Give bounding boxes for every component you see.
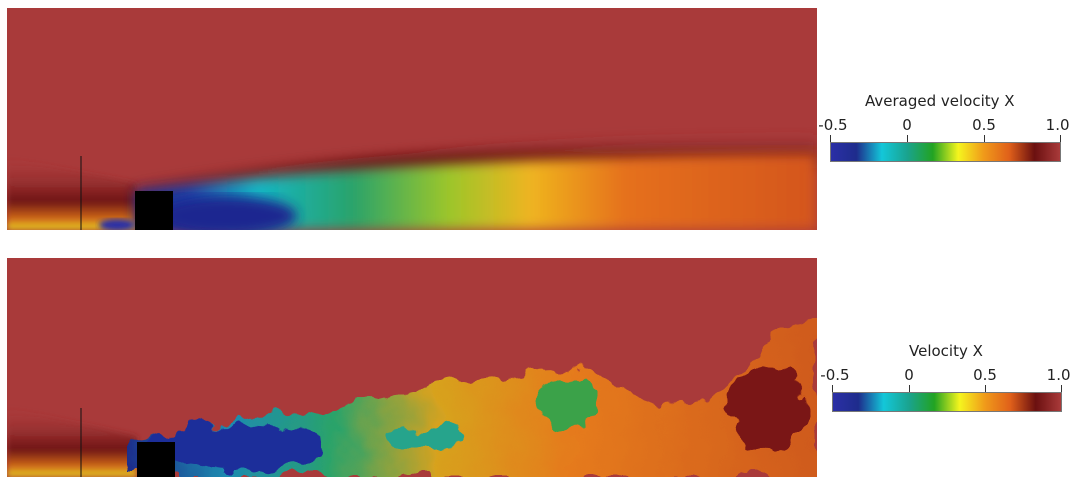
colorbar-tick-label: -0.5	[818, 116, 848, 134]
colorbar-tick	[1060, 135, 1061, 142]
colorbar-tick-label: 1.0	[1046, 366, 1071, 384]
instantaneous-velocity-field-image	[7, 258, 817, 477]
colorbar	[832, 392, 1062, 412]
colorbar	[830, 142, 1061, 162]
obstacle-block	[137, 442, 175, 477]
legend-title: Velocity X	[909, 342, 983, 360]
legend-title: Averaged velocity X	[865, 92, 1015, 110]
colorbar-tick-label: 0	[904, 366, 914, 384]
colorbar-tick-label: 0	[902, 116, 912, 134]
colorbar-tick-label: -0.5	[820, 366, 850, 384]
colorbar-tick	[832, 385, 833, 392]
averaged-velocity-plot	[7, 8, 817, 230]
colorbar-tick-label: 0.5	[972, 116, 996, 134]
velocity-legend: Velocity X -0.5 0 0.5 1.0	[817, 342, 1071, 422]
instantaneous-velocity-plot	[7, 258, 817, 477]
colorbar-tick-label: 0.5	[973, 366, 997, 384]
averaged-velocity-legend: Averaged velocity X -0.5 0 0.5 1.0	[817, 92, 1070, 172]
obstacle-block	[135, 191, 173, 230]
colorbar-tick	[985, 385, 986, 392]
colorbar-tick-label: 1.0	[1045, 116, 1070, 134]
colorbar-tick	[984, 135, 985, 142]
colorbar-tick	[907, 135, 908, 142]
colorbar-tick	[909, 385, 910, 392]
colorbar-tick	[830, 135, 831, 142]
averaged-velocity-field-image	[7, 8, 817, 230]
colorbar-tick	[1061, 385, 1062, 392]
